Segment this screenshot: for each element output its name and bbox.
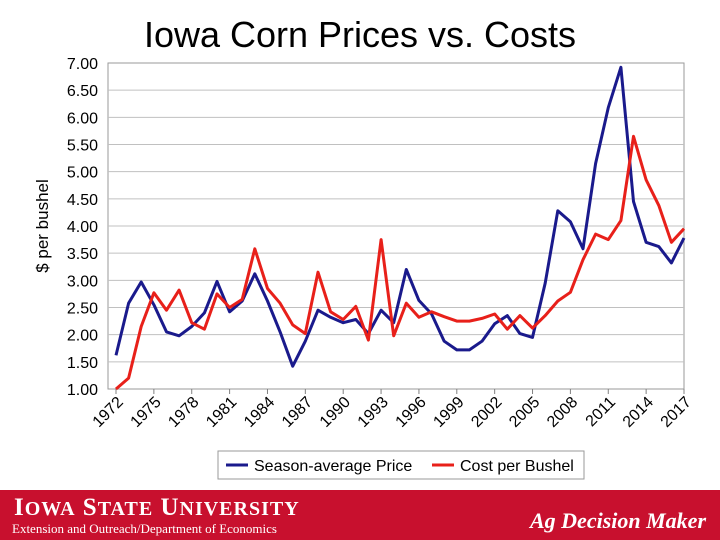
- x-tick-label: 1999: [430, 394, 467, 431]
- y-tick-label: 5.00: [67, 165, 98, 182]
- y-axis-label: $ per bushel: [33, 179, 52, 273]
- line-chart: 1.00 1.50 2.00 2.50 3.00 3.50 4.00 4.50 5.00 5.50…: [33, 56, 695, 480]
- x-tick-label: 1993: [355, 394, 392, 431]
- y-tick-label: 1.50: [67, 355, 98, 372]
- x-tick-label: 2011: [583, 394, 619, 430]
- x-tick-label: 2005: [506, 394, 543, 431]
- x-tick-label: 2017: [658, 394, 695, 431]
- x-tick-label: 2008: [544, 394, 581, 431]
- x-tick-label: 2002: [468, 394, 505, 431]
- y-tick-label: 3.50: [67, 246, 98, 263]
- chart-title: Iowa Corn Prices vs. Costs: [143, 14, 577, 55]
- legend-label: Cost per Bushel: [460, 458, 574, 475]
- y-tick-label: 5.50: [67, 138, 98, 155]
- y-tick-label: 7.00: [67, 56, 98, 73]
- x-tick-label: 1978: [165, 394, 202, 431]
- y-tick-label: 4.00: [67, 219, 98, 236]
- y-tick-label: 4.50: [67, 192, 98, 209]
- university-logo-text: IOWA STATE UNIVERSITY: [14, 494, 300, 521]
- x-tick-label: 1987: [279, 394, 316, 431]
- y-tick-label: 2.50: [67, 301, 98, 318]
- y-tick-label: 1.00: [67, 382, 98, 399]
- x-tick-label: 1975: [128, 394, 165, 431]
- x-tick-label: 2014: [620, 394, 657, 431]
- legend-box: [217, 450, 585, 480]
- x-tick-label: 1972: [90, 394, 127, 431]
- y-tick-label: 2.00: [67, 328, 98, 345]
- x-tick-label: 1996: [393, 394, 430, 431]
- x-tick-label: 1990: [317, 394, 354, 431]
- department-subtitle: Extension and Outreach/Department of Eco…: [12, 521, 277, 536]
- legend-label: Season-average Price: [254, 458, 412, 475]
- footer-banner: IOWA STATE UNIVERSITY Extension and Outr…: [0, 490, 720, 540]
- brand-name: Ag Decision Maker: [530, 508, 706, 533]
- x-tick-label: 1981: [203, 394, 240, 431]
- y-tick-label: 6.00: [67, 110, 98, 127]
- series-line-cost-per-bushel: [115, 134, 686, 391]
- x-tick-label: 1984: [241, 394, 278, 431]
- y-tick-label: 3.00: [67, 273, 98, 290]
- y-tick-label: 6.50: [67, 83, 98, 100]
- series-line-season-average-price: [114, 65, 686, 368]
